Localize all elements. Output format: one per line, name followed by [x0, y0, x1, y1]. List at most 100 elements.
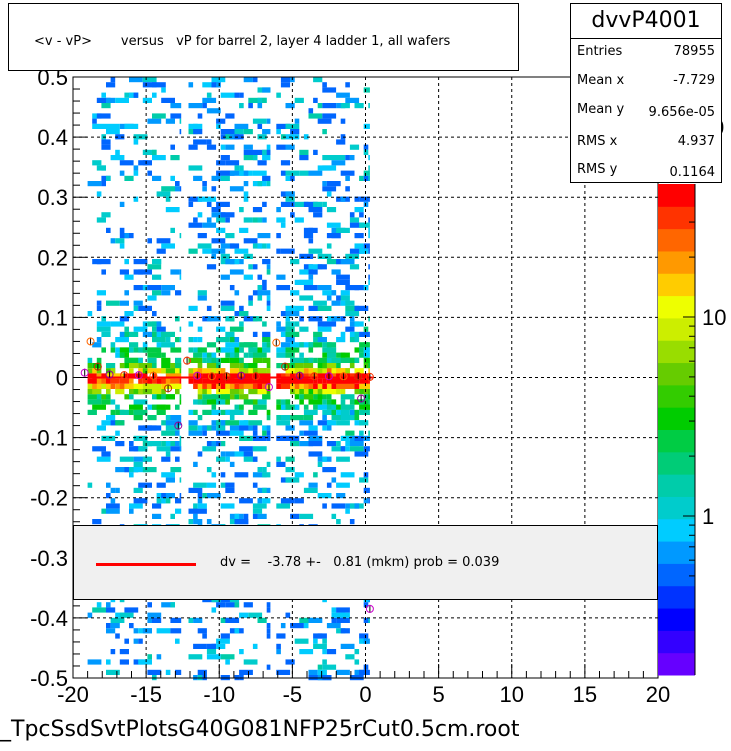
- heatmap-cell: [285, 331, 300, 337]
- heatmap-cell: [359, 477, 369, 483]
- heatmap-cell: [197, 363, 203, 369]
- heatmap-cell: [229, 389, 244, 395]
- stat-value: 0.1164: [669, 165, 716, 180]
- heatmap-cell: [129, 623, 134, 629]
- heatmap-cell: [115, 149, 120, 155]
- heatmap-cell: [92, 446, 106, 452]
- palette-segment: [658, 250, 695, 274]
- heatmap-cell: [322, 87, 337, 93]
- heatmap-cell: [193, 352, 203, 358]
- heatmap-cell: [179, 337, 182, 343]
- heatmap-cell: [308, 347, 314, 353]
- heatmap-cell: [175, 337, 180, 343]
- heatmap-cell: [156, 321, 162, 327]
- heatmap-cell: [156, 326, 166, 332]
- heatmap-cell: [317, 664, 323, 670]
- heatmap-cell: [220, 373, 230, 379]
- heatmap-cell: [211, 186, 217, 192]
- heatmap-cell: [317, 337, 327, 343]
- heatmap-cell: [110, 342, 116, 348]
- heatmap-cell: [276, 649, 281, 655]
- heatmap-cell: [179, 269, 182, 275]
- heatmap-cell: [290, 212, 295, 218]
- heatmap-cell: [133, 446, 139, 452]
- heatmap-cell: [211, 441, 217, 447]
- heatmap-cell: [266, 409, 271, 415]
- heatmap-cell: [220, 305, 235, 311]
- heatmap-cell: [152, 513, 162, 519]
- heatmap-cell: [243, 191, 249, 197]
- heatmap-cell: [266, 243, 271, 249]
- heatmap-cell: [156, 482, 166, 488]
- heatmap-cell: [266, 149, 271, 155]
- heatmap-cell: [206, 482, 217, 488]
- heatmap-cell: [252, 155, 258, 161]
- heatmap-cell: [354, 649, 360, 655]
- heatmap-cell: [280, 415, 291, 421]
- heatmap-cell: [96, 290, 106, 296]
- heatmap-cell: [326, 425, 332, 431]
- heatmap-cell: [188, 165, 203, 171]
- heatmap-cell: [101, 399, 111, 405]
- heatmap-cell: [147, 170, 152, 176]
- heatmap-cell: [280, 311, 286, 317]
- heatmap-cell: [156, 248, 166, 254]
- heatmap-cell: [225, 659, 230, 665]
- heatmap-cell: [243, 363, 253, 369]
- heatmap-cell: [193, 617, 203, 623]
- heatmap-cell: [106, 628, 116, 634]
- heatmap-cell: [336, 389, 341, 395]
- heatmap-cell: [161, 472, 175, 478]
- heatmap-cell: [165, 337, 171, 343]
- heatmap-cell: [257, 295, 263, 301]
- heatmap-cell: [313, 357, 318, 363]
- heatmap-cell: [156, 191, 171, 197]
- heatmap-cell: [359, 669, 370, 675]
- heatmap-cell: [147, 238, 152, 244]
- heatmap-cell: [243, 399, 253, 405]
- heatmap-cell: [331, 404, 337, 410]
- heatmap-cell: [257, 383, 263, 389]
- heatmap-cell: [138, 378, 143, 384]
- heatmap-cell: [175, 373, 182, 379]
- heatmap-cell: [326, 649, 337, 655]
- stat-value: 4.937: [677, 134, 715, 149]
- heatmap-cell: [299, 279, 314, 285]
- heatmap-cell: [133, 461, 143, 467]
- heatmap-cell: [119, 363, 125, 369]
- heatmap-cell: [303, 201, 318, 207]
- heatmap-cell: [317, 669, 327, 675]
- heatmap-cell: [290, 175, 295, 181]
- heatmap-cell: [322, 456, 327, 462]
- heatmap-cell: [276, 456, 281, 462]
- palette-segment: [658, 273, 695, 297]
- heatmap-cell: [317, 378, 323, 384]
- heatmap-cell: [299, 373, 304, 379]
- heatmap-cell: [326, 295, 332, 301]
- heatmap-cell: [262, 498, 271, 504]
- heatmap-cell: [363, 144, 369, 150]
- heatmap-cell: [243, 129, 253, 135]
- heatmap-cell: [368, 264, 370, 270]
- heatmap-cell: [345, 508, 350, 514]
- heatmap-cell: [257, 285, 263, 291]
- heatmap-cell: [96, 300, 102, 306]
- heatmap-cell: [188, 103, 203, 109]
- heatmap-cell: [345, 311, 360, 317]
- palette-segment: [658, 228, 695, 252]
- heatmap-cell: [101, 331, 111, 337]
- heatmap-cell: [179, 394, 182, 400]
- heatmap-cell: [106, 383, 111, 389]
- heatmap-cell: [340, 446, 346, 452]
- heatmap-cell: [303, 487, 318, 493]
- heatmap-cell: [216, 201, 230, 207]
- heatmap-cell: [248, 378, 253, 384]
- heatmap-cell: [133, 326, 148, 332]
- heatmap-cell: [308, 238, 314, 244]
- heatmap-cell: [331, 503, 346, 509]
- heatmap-cell: [106, 123, 120, 129]
- heatmap-cell: [124, 383, 129, 389]
- heatmap-cell: [197, 347, 207, 353]
- heatmap-cell: [368, 430, 370, 436]
- heatmap-cell: [326, 363, 337, 369]
